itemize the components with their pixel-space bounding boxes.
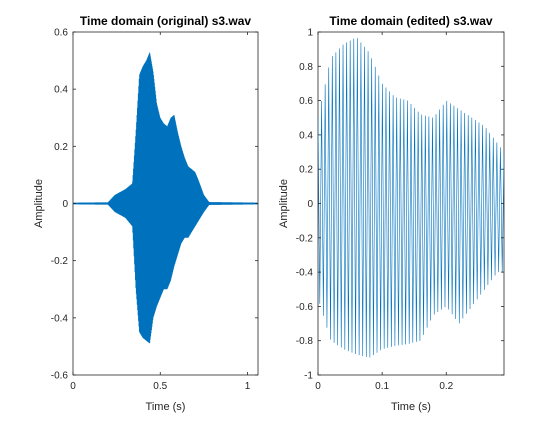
y-tick-label: -0.4 bbox=[51, 313, 69, 324]
x-tick-label: 0 bbox=[315, 381, 321, 392]
y-tick-label: -0.8 bbox=[296, 336, 314, 347]
subplot-original: Time domain (original) s3.wav Time (s) A… bbox=[33, 14, 259, 413]
chart-title-edited: Time domain (edited) s3.wav bbox=[329, 14, 492, 28]
y-tick-label: 0 bbox=[307, 199, 313, 210]
subplot-edited: Time domain (edited) s3.wav Time (s) Amp… bbox=[278, 14, 505, 413]
y-tick-label: -0.6 bbox=[51, 371, 69, 382]
y-tick-label: -0.4 bbox=[296, 268, 314, 279]
y-tick-label: -1 bbox=[304, 371, 313, 382]
y-tick-label: 0.6 bbox=[299, 96, 313, 107]
y-axis-label-edited: Amplitude bbox=[278, 179, 290, 228]
x-tick-label: 0.1 bbox=[375, 381, 389, 392]
y-tick-label: -0.2 bbox=[296, 233, 314, 244]
y-tick-label: 0.4 bbox=[299, 130, 313, 141]
x-axis-label-edited: Time (s) bbox=[391, 401, 431, 413]
x-tick-label: 1 bbox=[245, 381, 251, 392]
y-tick-label: 0.6 bbox=[54, 28, 68, 39]
y-tick-label: 0.8 bbox=[299, 62, 313, 73]
y-tick-label: 0 bbox=[62, 199, 68, 210]
y-tick-label: -0.2 bbox=[51, 256, 69, 267]
y-tick-label: -0.6 bbox=[296, 302, 314, 313]
waveform-series-original bbox=[73, 52, 258, 344]
y-tick-label: 0.2 bbox=[299, 165, 313, 176]
x-axis-label-original: Time (s) bbox=[146, 401, 186, 413]
x-tick-label: 0.2 bbox=[439, 381, 453, 392]
x-tick-label: 0.5 bbox=[153, 381, 167, 392]
y-tick-label: 0.4 bbox=[54, 85, 68, 96]
y-tick-label: 1 bbox=[307, 28, 313, 39]
y-tick-label: 0.2 bbox=[54, 142, 68, 153]
waveform-series-edited bbox=[318, 38, 504, 358]
x-tick-label: 0 bbox=[70, 381, 76, 392]
chart-title-original: Time domain (original) s3.wav bbox=[80, 14, 251, 28]
y-axis-label-original: Amplitude bbox=[33, 179, 45, 228]
